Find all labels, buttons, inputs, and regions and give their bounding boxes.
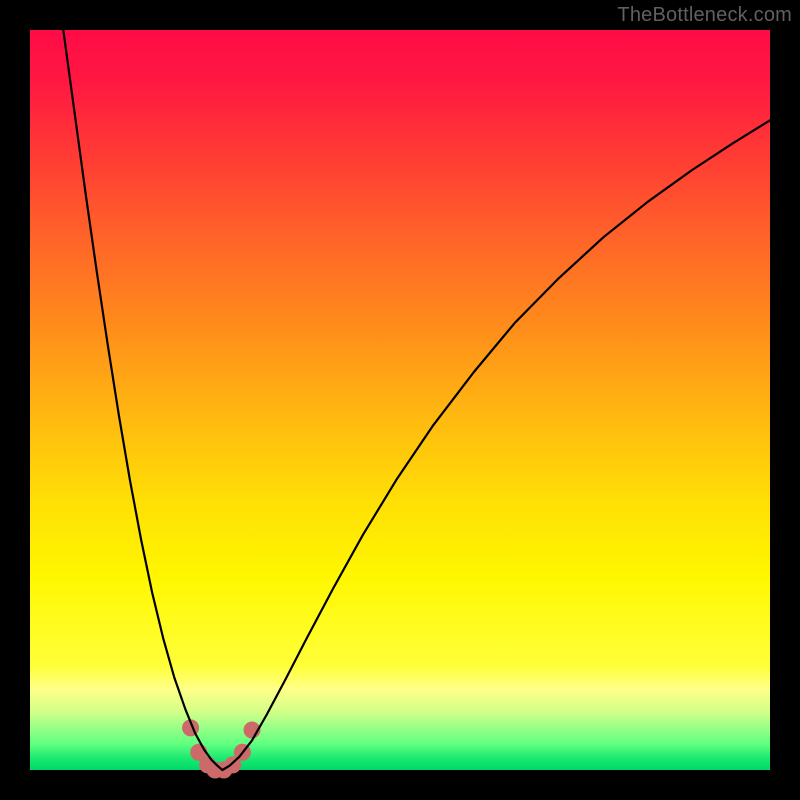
chart-container: { "watermark": "TheBottleneck.com", "plo… bbox=[0, 0, 800, 800]
chart-svg bbox=[0, 0, 800, 800]
watermark-text: TheBottleneck.com bbox=[617, 4, 792, 27]
plot-background bbox=[30, 30, 770, 770]
